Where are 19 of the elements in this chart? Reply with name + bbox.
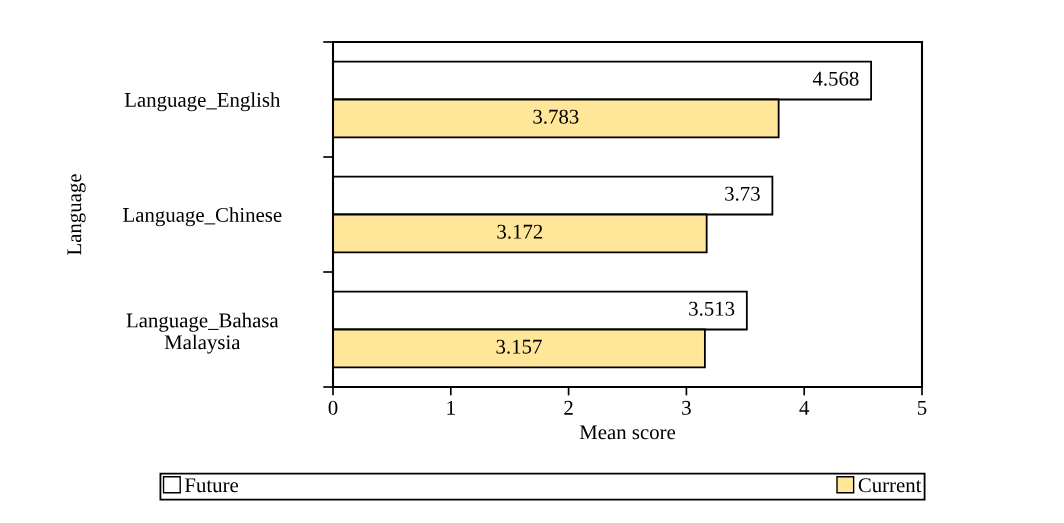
y-tick-label: Language_Bahasa Malaysia <box>126 312 279 354</box>
data-label: 3.783 <box>533 109 579 124</box>
x-tick-label: 5 <box>918 401 927 415</box>
x-tick-label: 0 <box>328 400 338 415</box>
legend-label: Current <box>858 478 922 493</box>
x-tick-label: 1 <box>447 400 455 415</box>
x-tick-label: 3 <box>682 400 691 415</box>
data-label: 3.172 <box>497 224 543 239</box>
data-label: 3.157 <box>496 339 542 354</box>
x-tick-label: 2 <box>564 400 573 415</box>
y-axis-title: Language <box>67 174 86 255</box>
legend-label: Future <box>184 478 239 493</box>
x-tick-label: 4 <box>799 400 810 415</box>
data-label: 3.513 <box>689 301 735 316</box>
x-axis-title: Mean score <box>579 425 676 440</box>
y-tick-label: Language_English <box>124 92 281 112</box>
data-label: 4.568 <box>812 71 859 86</box>
data-label: 3.73 <box>725 186 760 201</box>
y-tick-label: Language_Chinese <box>123 207 282 227</box>
